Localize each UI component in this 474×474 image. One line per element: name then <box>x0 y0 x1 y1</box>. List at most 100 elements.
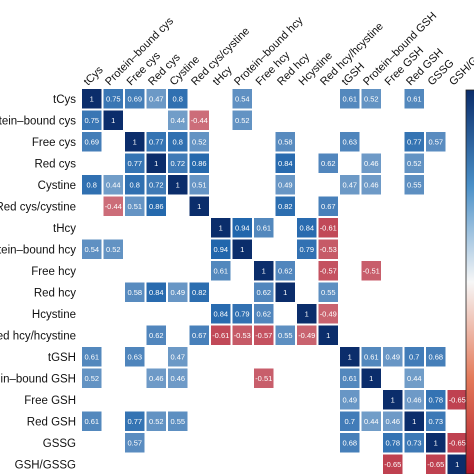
row-label: Red hcy <box>34 287 76 299</box>
cell-value-label: 0.61 <box>342 94 357 103</box>
heatmap-cell <box>189 282 209 302</box>
heatmap-cell <box>232 239 252 259</box>
row-label: Red cys <box>34 158 76 170</box>
cell-value-label: 0.55 <box>278 331 293 340</box>
cell-value-label: 0.54 <box>235 94 250 103</box>
heatmap-cell <box>426 132 446 152</box>
heatmap-cell <box>125 433 145 453</box>
cell-value-label: 0.84 <box>149 288 164 297</box>
heatmap-cell <box>447 433 467 453</box>
heatmap-cell <box>168 411 188 431</box>
heatmap-cell <box>383 390 403 410</box>
cell-value-label: 0.77 <box>127 159 142 168</box>
row-label: GSSG <box>43 438 76 450</box>
row-label: tGSH <box>48 352 76 364</box>
heatmap-cell <box>125 282 145 302</box>
heatmap-cell <box>146 368 166 388</box>
heatmap-cell <box>275 175 295 195</box>
heatmap-cell <box>426 433 446 453</box>
heatmap-cell <box>254 261 274 281</box>
cell-value-label: 0.52 <box>149 417 164 426</box>
cell-value-label: 0.61 <box>407 94 422 103</box>
cell-value-label: 1 <box>369 374 373 383</box>
cell-value-label: -0.51 <box>255 374 272 383</box>
heatmap-cells: 1 0.75 0.69 0.47 0.8 0.54 0.61 0.52 0.61 0.75 1 0.4… <box>82 89 467 474</box>
heatmap-cell <box>426 390 446 410</box>
heatmap-cell <box>168 282 188 302</box>
heatmap-cell <box>82 368 102 388</box>
heatmap-cell <box>404 390 424 410</box>
heatmap-cell <box>297 239 317 259</box>
cell-value-label: 1 <box>412 417 416 426</box>
cell-value-label: 0.75 <box>106 94 121 103</box>
heatmap-cell <box>383 347 403 367</box>
heatmap-cell <box>340 89 360 109</box>
heatmap-cell <box>146 325 166 345</box>
cell-value-label: 0.73 <box>428 417 443 426</box>
heatmap-cell <box>82 175 102 195</box>
cell-value-label: 0.55 <box>321 288 336 297</box>
cell-value-label: 0.46 <box>170 374 185 383</box>
cell-value-label: 1 <box>455 460 459 469</box>
heatmap-cell <box>254 304 274 324</box>
heatmap-cell <box>103 239 123 259</box>
heatmap-cell <box>168 132 188 152</box>
cell-value-label: 0.61 <box>256 223 271 232</box>
cell-value-label: 0.86 <box>192 159 207 168</box>
cell-value-label: 0.44 <box>364 417 379 426</box>
heatmap-cell <box>125 411 145 431</box>
cell-value-label: 1 <box>305 309 309 318</box>
heatmap-cell <box>103 196 123 216</box>
cell-value-label: 0.55 <box>170 417 185 426</box>
cell-value-label: -0.49 <box>298 331 315 340</box>
heatmap-cell <box>318 261 338 281</box>
heatmap-cell <box>340 433 360 453</box>
heatmap-cell <box>146 282 166 302</box>
heatmap-cell <box>254 325 274 345</box>
heatmap-cell <box>297 325 317 345</box>
cell-value-label: 1 <box>154 159 158 168</box>
cell-value-label: 1 <box>133 137 137 146</box>
cell-value-label: 0.8 <box>173 137 183 146</box>
cell-value-label: 0.82 <box>192 288 207 297</box>
heatmap-cell <box>189 196 209 216</box>
heatmap-cell <box>189 325 209 345</box>
heatmap-cell <box>146 196 166 216</box>
cell-value-label: 0.63 <box>127 352 142 361</box>
cell-value-label: 0.61 <box>342 374 357 383</box>
row-label: GSH/GSSG <box>15 459 76 471</box>
cell-value-label: 0.57 <box>428 137 443 146</box>
cell-value-label: 0.69 <box>127 94 142 103</box>
heatmap-cell <box>404 153 424 173</box>
heatmap-cell <box>404 368 424 388</box>
heatmap-cell <box>447 390 467 410</box>
cell-value-label: 1 <box>219 223 223 232</box>
row-label: Free hcy <box>31 266 76 278</box>
heatmap-cell <box>275 282 295 302</box>
cell-value-label: 0.58 <box>278 137 293 146</box>
heatmap-cell <box>232 218 252 238</box>
heatmap-cell <box>168 89 188 109</box>
heatmap-cell <box>125 175 145 195</box>
heatmap-cell <box>383 433 403 453</box>
cell-value-label: 0.46 <box>385 417 400 426</box>
heatmap-cell <box>232 110 252 130</box>
heatmap-cell <box>168 175 188 195</box>
row-label: Cystine <box>38 180 76 192</box>
heatmap-cell <box>189 110 209 130</box>
heatmap-cell <box>447 454 467 474</box>
heatmap-cell <box>146 411 166 431</box>
heatmap-cell <box>318 304 338 324</box>
heatmap-cell <box>318 325 338 345</box>
heatmap-cell <box>426 454 446 474</box>
cell-value-label: -0.51 <box>363 266 380 275</box>
cell-value-label: 1 <box>348 352 352 361</box>
heatmap-cell <box>318 239 338 259</box>
cell-value-label: 0.44 <box>407 374 422 383</box>
cell-value-label: 0.52 <box>106 245 121 254</box>
cell-value-label: 0.62 <box>149 331 164 340</box>
heatmap-cell <box>426 347 446 367</box>
heatmap-cell <box>275 196 295 216</box>
heatmap-cell <box>361 368 381 388</box>
row-label: Red GSH <box>27 416 76 428</box>
